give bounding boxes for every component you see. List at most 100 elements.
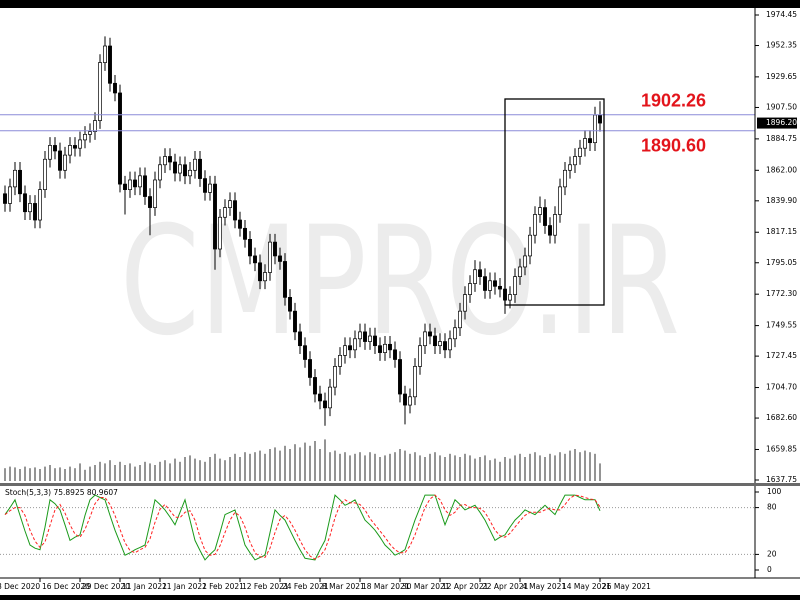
volume-bar [529,453,531,481]
candle-body [163,156,167,166]
panel-separator [0,483,800,486]
candle-body [3,193,7,204]
volume-bar [314,441,316,481]
volume-bar [234,453,236,481]
x-tick-label: 4 May 2021 [522,582,566,591]
candle-body [348,345,352,351]
volume-bar [459,457,461,481]
y-tick-label: 1907.50 [766,102,797,111]
volume-bar [189,455,191,481]
candle-body [463,294,467,312]
candle-body [178,164,182,174]
candle-body [83,134,87,141]
candle-body [18,169,22,195]
x-tick-label: 21 Jan 2021 [162,582,207,591]
volume-bar [134,466,136,481]
candle-body [318,393,322,402]
volume-bar [429,453,431,481]
volume-bar [574,449,576,481]
candle-body [598,114,602,124]
candle-body [138,175,142,188]
volume-bar [329,452,331,481]
stoch-line [4,494,601,561]
stoch-title: Stoch(5,3,3) 75.8925 80.9607 [5,488,118,497]
volume-bar [109,460,111,481]
watermark: CMPRO.IR [120,195,680,369]
candle-body [388,343,392,351]
candle-body [383,343,387,353]
volume-bar [554,455,556,481]
candle-body [583,138,587,149]
candle-body [423,331,427,347]
candle-body [523,255,527,268]
volume-bar [334,450,336,481]
volume-bar [519,453,521,481]
volume-bar [384,455,386,481]
candle-body [473,269,477,284]
volume-bar [414,452,416,481]
volume-bar [264,453,266,481]
candle-body [263,272,267,282]
volume-bar [344,452,346,481]
volume-bar [219,458,221,481]
plot-layer: CMPRO.IR 1902.26 1890.60 [0,36,755,561]
candle-body [168,156,172,163]
candle-body [253,255,257,264]
volume-bar [509,458,511,481]
x-tick-label: 8 Mar 2021 [322,582,365,591]
candle-body [208,183,212,193]
y-tick-label: 1974.45 [766,10,797,19]
highlight-box [504,98,605,306]
candle-body [438,341,442,347]
volume-bar [354,453,356,481]
volume-bar [539,455,541,481]
volume-bar [14,467,16,481]
volume-bar [79,463,81,481]
candle-body [368,335,372,342]
candle-body [543,207,547,226]
candle-body [323,400,327,409]
last-price-label: 1896.20 [766,118,797,127]
y-tick-label: 1795.05 [766,258,797,267]
candle-body [458,310,462,329]
volume-bar [544,457,546,481]
candle-body [148,196,152,208]
volume-bar [294,444,296,481]
volume-bar [119,461,121,481]
candle-body [228,200,232,208]
y-tick-label: 1704.70 [766,383,797,392]
candle-body [23,193,27,213]
candle-body [103,45,107,63]
x-tick-label: 8 Dec 2020 [0,582,40,591]
volume-bar [299,447,301,481]
volume-bar [434,452,436,481]
volume-bar [259,450,261,481]
volume-bar [209,457,211,481]
level-label: 1902.26 [641,90,706,110]
candle-body [243,227,247,240]
candle-body [28,203,32,213]
candle-body [48,145,52,160]
volume-bar [54,468,56,481]
volume-bar [239,457,241,481]
volume-bar [249,453,251,481]
volume-bar [489,460,491,481]
candle-body [528,234,532,257]
candle-body [573,156,577,166]
candle-body [533,214,537,236]
volume-bar [449,453,451,481]
y-tick-label: 1772.30 [766,289,797,298]
volume-bar [284,445,286,481]
volume-bar [379,457,381,481]
candle-body [353,338,357,351]
candle-body [448,338,452,351]
candle-body [403,393,407,406]
candle-body [213,183,217,250]
candle-body [588,138,592,144]
volume-bar [504,457,506,481]
candle-body [363,331,367,342]
candle-body [53,145,57,152]
y-tick-label: 0 [767,565,772,574]
candle-body [408,396,412,406]
